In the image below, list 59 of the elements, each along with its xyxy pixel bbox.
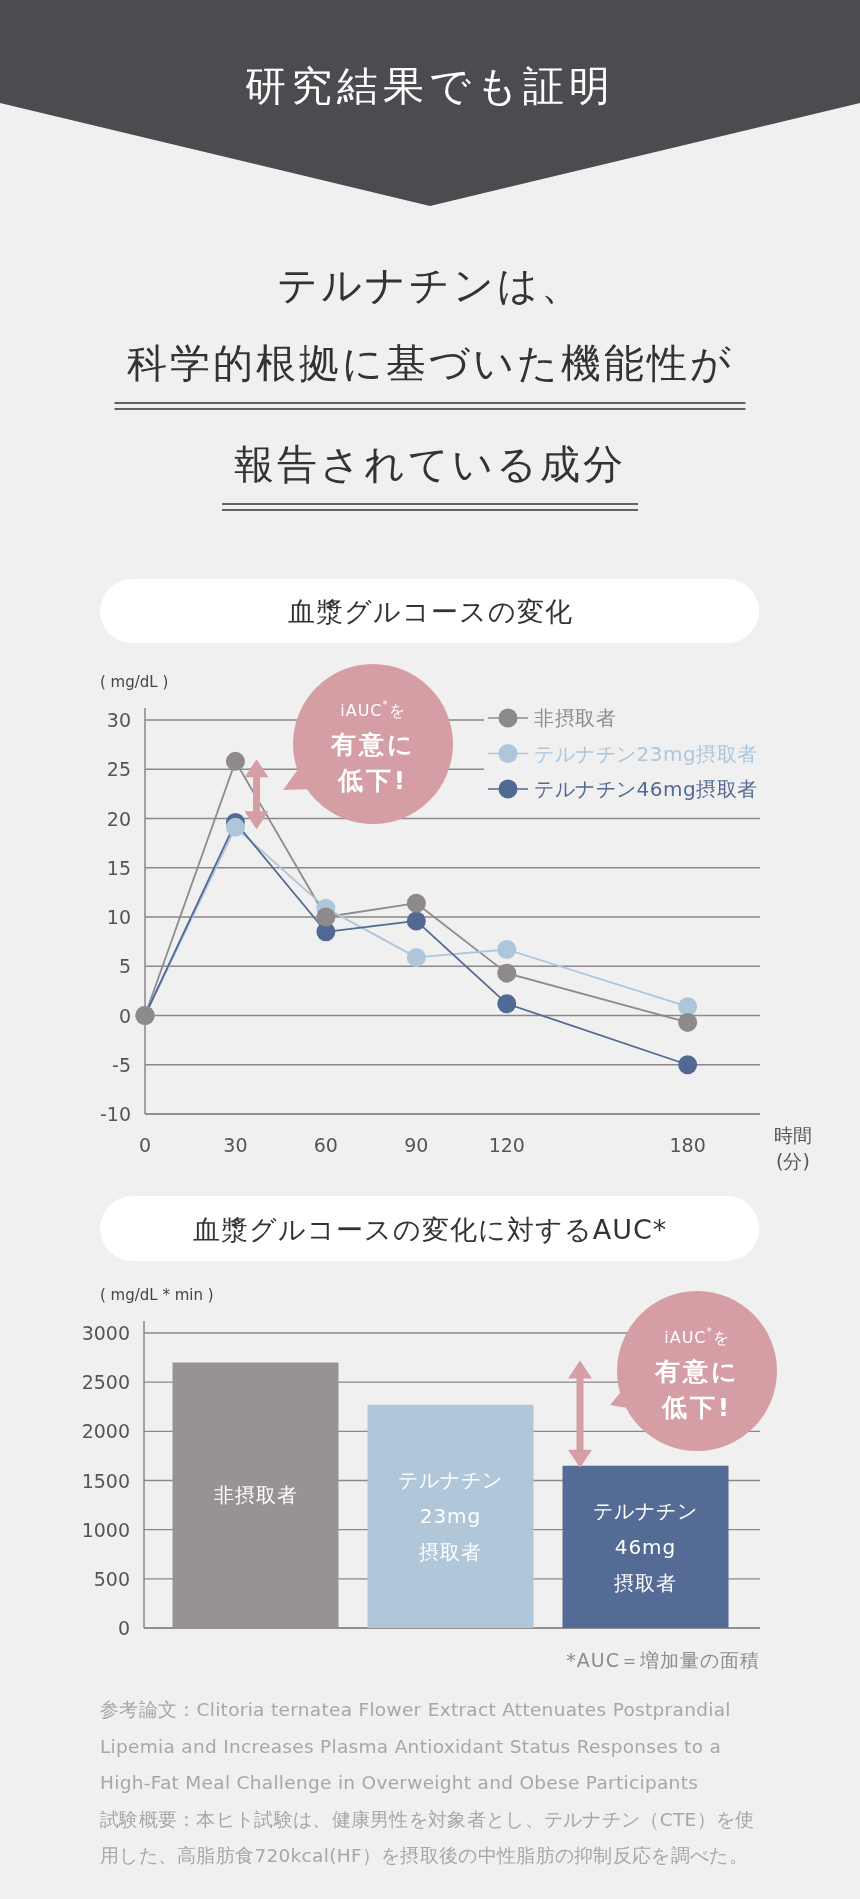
y-tick-label: 1000 <box>81 1518 130 1541</box>
y-tick-label: 2500 <box>81 1371 130 1394</box>
point <box>316 907 336 927</box>
x-tick-label: 30 <box>223 1134 248 1156</box>
x-tick-label: 非摂取者 <box>213 1483 298 1508</box>
y-tick-label: 20 <box>106 807 131 830</box>
point <box>406 893 426 913</box>
text: 試験概要：本ヒト試験は、健康男性を対象者とし、テルナチン（CTE）を使用した、高脂肪食720kcal(HF）を摂取後の中性脂肪の抑制反応を調べた。 <box>100 1807 756 1868</box>
y-tick-label: 10 <box>106 906 131 928</box>
y-tick-label: 1500 <box>81 1469 130 1492</box>
bar <box>562 1465 729 1628</box>
legend-label: テルナチン23mg摂取者 <box>534 741 758 766</box>
point <box>497 963 517 983</box>
y-axis-title: ( mg/dL * min ) <box>100 1286 214 1304</box>
y-axis-title: ( mg/dL ) <box>100 673 169 691</box>
point <box>497 994 517 1014</box>
annotation: 低下! <box>336 765 409 795</box>
point <box>678 1055 698 1075</box>
x-tick-label: 90 <box>404 1134 429 1156</box>
y-tick-label: 30 <box>106 709 131 731</box>
point <box>406 947 426 967</box>
y-tick-label: -5 <box>112 1053 131 1076</box>
y-tick-label: 0 <box>117 1617 130 1639</box>
chart-title: 血漿グルコースの変化に対するAUC* <box>192 1213 668 1244</box>
text: テルナチンは、 <box>276 262 584 308</box>
point <box>678 1012 698 1032</box>
y-tick-label: -10 <box>99 1103 131 1125</box>
chart-title: 血漿グルコースの変化 <box>287 595 573 627</box>
y-tick-label: 0 <box>118 1004 131 1027</box>
x-axis-title: 時間 (分) <box>774 1124 812 1172</box>
x-tick-label: 0 <box>138 1134 152 1156</box>
y-tick-label: 25 <box>106 758 131 781</box>
point <box>497 940 517 960</box>
y-tick-label: 3000 <box>81 1322 130 1344</box>
legend-label: 非摂取者 <box>534 706 616 730</box>
text: 参考論文：Clitoria ternatea Flower Extract Attenuates Postprandial Lipemia and Increases Plasma Antioxidant Status Responses to a High-Fat Meal Challenge in Overweight and Obese Participants <box>100 1698 732 1795</box>
point <box>225 751 245 771</box>
text: 科学的根拠に基づいた機能性が <box>126 340 734 386</box>
x-tick-label: 120 <box>488 1134 525 1156</box>
point <box>678 997 698 1017</box>
text: *AUC＝増加量の面積 <box>566 1649 760 1671</box>
annotation: iAUC$^{*}$を <box>664 1325 730 1347</box>
annotation: 有意に <box>329 729 416 759</box>
x-tick-label: テルナチン 46mg 摂取者 <box>593 1498 698 1595</box>
annotation: 低下! <box>660 1392 733 1422</box>
point <box>225 817 245 837</box>
y-tick-label: 500 <box>93 1567 130 1590</box>
bar <box>367 1404 534 1628</box>
y-tick-label: 5 <box>118 955 131 978</box>
legend-label: テルナチン46mg摂取者 <box>534 777 758 801</box>
point <box>406 911 426 931</box>
x-tick-label: 180 <box>669 1134 706 1156</box>
y-tick-label: 2000 <box>81 1420 130 1443</box>
annotation: 有意に <box>653 1356 740 1386</box>
y-tick-label: 15 <box>106 856 131 879</box>
x-tick-label: 60 <box>313 1134 338 1156</box>
text: 研究結果でも証明 <box>245 62 615 110</box>
text: 報告されている成分 <box>234 441 626 487</box>
x-tick-label: テルナチン 23mg 摂取者 <box>398 1468 503 1565</box>
